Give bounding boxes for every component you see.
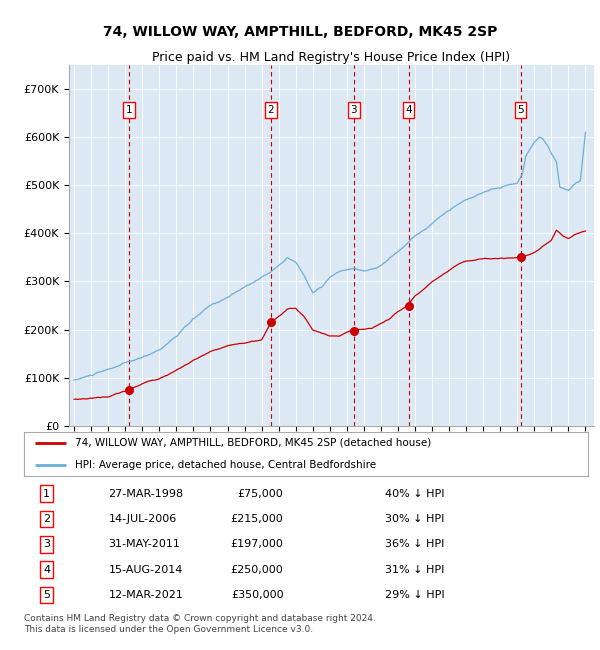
Title: Price paid vs. HM Land Registry's House Price Index (HPI): Price paid vs. HM Land Registry's House … (152, 51, 511, 64)
Text: 3: 3 (43, 540, 50, 549)
Text: 27-MAR-1998: 27-MAR-1998 (109, 489, 184, 499)
Text: 40% ↓ HPI: 40% ↓ HPI (385, 489, 445, 499)
Text: HPI: Average price, detached house, Central Bedfordshire: HPI: Average price, detached house, Cent… (75, 460, 376, 470)
Text: 31% ↓ HPI: 31% ↓ HPI (385, 565, 445, 575)
Text: 2: 2 (43, 514, 50, 524)
Text: 3: 3 (350, 105, 357, 115)
Text: 36% ↓ HPI: 36% ↓ HPI (385, 540, 445, 549)
Text: 4: 4 (405, 105, 412, 115)
Text: 29% ↓ HPI: 29% ↓ HPI (385, 590, 445, 600)
Text: 12-MAR-2021: 12-MAR-2021 (109, 590, 184, 600)
Text: £350,000: £350,000 (231, 590, 283, 600)
Text: 5: 5 (43, 590, 50, 600)
Text: 4: 4 (43, 565, 50, 575)
Text: 31-MAY-2011: 31-MAY-2011 (109, 540, 181, 549)
Text: 1: 1 (126, 105, 133, 115)
Text: 14-JUL-2006: 14-JUL-2006 (109, 514, 177, 524)
Text: 74, WILLOW WAY, AMPTHILL, BEDFORD, MK45 2SP: 74, WILLOW WAY, AMPTHILL, BEDFORD, MK45 … (103, 25, 497, 39)
Text: 74, WILLOW WAY, AMPTHILL, BEDFORD, MK45 2SP (detached house): 74, WILLOW WAY, AMPTHILL, BEDFORD, MK45 … (75, 437, 431, 448)
Text: £250,000: £250,000 (230, 565, 283, 575)
Text: 5: 5 (517, 105, 524, 115)
Text: Contains HM Land Registry data © Crown copyright and database right 2024.
This d: Contains HM Land Registry data © Crown c… (24, 614, 376, 634)
Text: 1: 1 (43, 489, 50, 499)
Text: 30% ↓ HPI: 30% ↓ HPI (385, 514, 445, 524)
Text: £75,000: £75,000 (238, 489, 283, 499)
Text: 15-AUG-2014: 15-AUG-2014 (109, 565, 183, 575)
Text: £197,000: £197,000 (230, 540, 283, 549)
Text: 2: 2 (268, 105, 274, 115)
Text: £215,000: £215,000 (230, 514, 283, 524)
